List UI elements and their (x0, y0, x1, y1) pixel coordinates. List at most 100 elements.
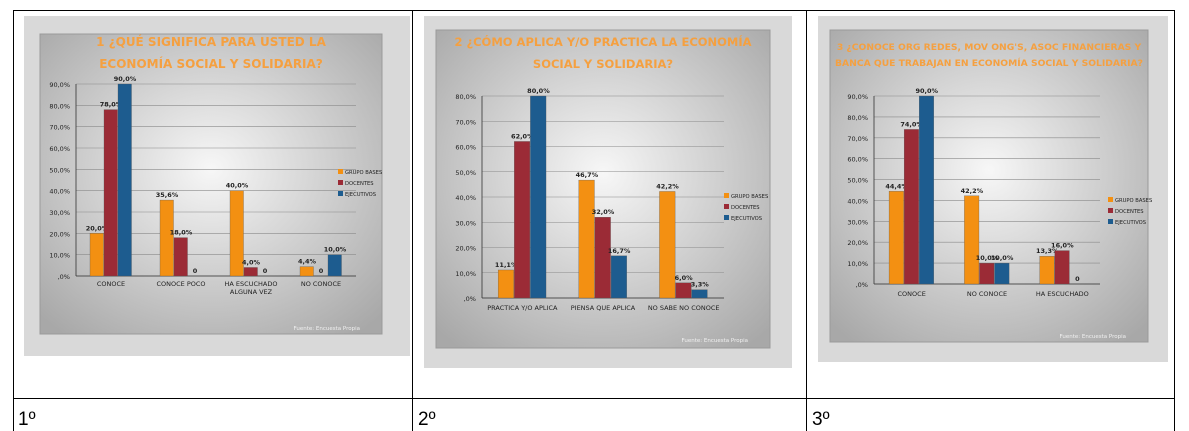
data-label: 46,7% (576, 171, 599, 179)
data-label: 40,0% (226, 182, 249, 190)
bar (117, 83, 132, 277)
x-tick-label: ALGUNA VEZ (230, 288, 273, 296)
y-tick-label: 60,0% (455, 144, 476, 152)
legend-label: EJECUTIVOS (731, 216, 762, 222)
caption-2: 2º (418, 409, 436, 430)
caption-3: 3º (812, 409, 830, 430)
chart-frame (829, 29, 1149, 343)
y-tick-label: 30,0% (455, 219, 476, 227)
source-note: Fuente: Encuesta Propia (294, 326, 360, 332)
bar (514, 141, 531, 299)
legend-swatch (724, 193, 729, 198)
data-label: 0 (193, 267, 198, 275)
bar (659, 191, 676, 299)
y-tick-label: 90,0% (847, 93, 868, 101)
source-note: Fuente: Encuesta Propia (682, 338, 748, 344)
legend-swatch (338, 191, 343, 196)
data-label: 0 (263, 267, 268, 275)
chart-panel-3: 3 ¿CONOCE ORG REDES, MOV ONG'S, ASOC FIN… (818, 16, 1168, 362)
y-tick-label: ,0% (464, 295, 476, 303)
data-label: 18,0% (170, 229, 193, 237)
chart-frame (435, 29, 771, 349)
data-label: 35,6% (156, 191, 179, 199)
x-tick-label: CONOCE (97, 280, 125, 288)
data-label: 10,0% (991, 254, 1014, 262)
bar (994, 262, 1010, 285)
y-tick-label: ,0% (856, 281, 868, 289)
legend-swatch (724, 204, 729, 209)
data-label: 62,0% (511, 132, 534, 140)
y-tick-label: 70,0% (455, 118, 476, 126)
y-tick-label: ,0% (58, 273, 70, 281)
chart-frame (39, 33, 383, 335)
legend-label: DOCENTES (731, 205, 760, 211)
y-tick-label: 10,0% (847, 260, 868, 268)
bar (919, 95, 934, 285)
bar (691, 289, 708, 299)
x-tick-label: NO CONOCE (301, 280, 341, 288)
bar (299, 266, 314, 277)
legend-label: GRUPO BASES (345, 170, 382, 176)
data-label: 90,0% (915, 87, 938, 95)
bar (1039, 256, 1055, 285)
x-tick-label: PRACTICA Y/O APLICA (487, 304, 558, 312)
y-tick-label: 40,0% (49, 188, 70, 196)
y-tick-label: 80,0% (455, 93, 476, 101)
bar (229, 190, 244, 277)
data-label: 6,0% (675, 274, 694, 282)
y-tick-label: 60,0% (49, 145, 70, 153)
y-tick-label: 80,0% (49, 102, 70, 110)
data-label: 4,4% (298, 258, 317, 266)
y-tick-label: 50,0% (847, 177, 868, 185)
legend-swatch (1108, 219, 1113, 224)
bar (610, 255, 627, 299)
legend-label: EJECUTIVOS (345, 192, 376, 198)
y-tick-label: 20,0% (49, 230, 70, 238)
y-tick-label: 10,0% (455, 270, 476, 278)
bar (497, 269, 514, 299)
chart-title-line: BANCA QUE TRABAJAN EN ECONOMÍA SOCIAL Y … (835, 57, 1143, 69)
data-label: 16,7% (608, 247, 631, 255)
x-tick-label: PIENSA QUE APLICA (571, 304, 636, 312)
data-label: 90,0% (114, 75, 137, 83)
x-tick-label: NO SABE NO CONOCE (648, 304, 720, 312)
bar (1054, 250, 1070, 285)
source-note: Fuente: Encuesta Propia (1060, 334, 1126, 340)
chart-3: 3 ¿CONOCE ORG REDES, MOV ONG'S, ASOC FIN… (818, 16, 1168, 362)
x-tick-label: CONOCE POCO (156, 280, 205, 288)
data-label: 32,0% (592, 208, 615, 216)
x-tick-label: NO CONOCE (967, 290, 1007, 298)
bar (578, 179, 595, 299)
bar (964, 195, 980, 285)
y-tick-label: 90,0% (49, 81, 70, 89)
x-tick-label: CONOCE (898, 290, 926, 298)
data-label: 0 (1075, 275, 1080, 283)
caption-1: 1º (18, 409, 36, 430)
table-border-mid1 (412, 10, 413, 431)
legend-swatch (724, 215, 729, 220)
table-border-mid2 (806, 10, 807, 431)
data-label: 44,4% (885, 182, 908, 190)
data-label: 0 (319, 267, 324, 275)
y-tick-label: 30,0% (49, 209, 70, 217)
bar (103, 109, 118, 277)
data-label: 13,3% (1036, 247, 1059, 255)
y-tick-label: 30,0% (847, 218, 868, 226)
table-top-border (13, 10, 1175, 11)
legend-swatch (1108, 197, 1113, 202)
bar (159, 199, 174, 277)
data-label: 78,0% (100, 101, 123, 109)
legend-label: DOCENTES (345, 181, 374, 187)
data-label: 20,0% (86, 224, 109, 232)
x-tick-label: HA ESCUCHADO (1036, 290, 1089, 298)
y-tick-label: 20,0% (847, 239, 868, 247)
table-row-divider (13, 398, 1175, 399)
data-label: 10,0% (324, 246, 347, 254)
legend-swatch (1108, 208, 1113, 213)
bar (243, 267, 258, 277)
legend-label: GRUPO BASES (731, 194, 768, 200)
bar (675, 282, 692, 299)
chart-title-line: 1 ¿QUÉ SIGNIFICA PARA USTED LA (96, 34, 326, 49)
x-tick-label: HA ESCUCHADO (225, 280, 278, 288)
